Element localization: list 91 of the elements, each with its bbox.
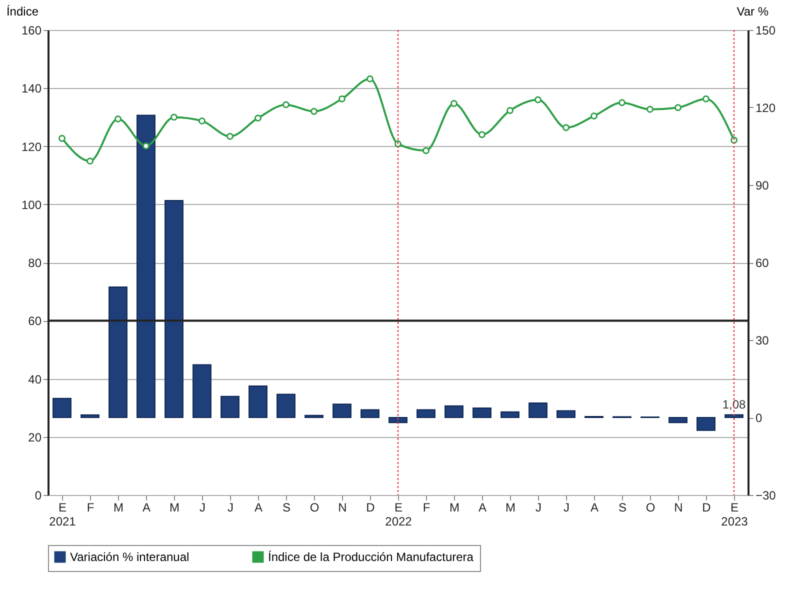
bar [472,407,492,418]
bar [724,414,744,418]
x-tick-label: M [170,500,180,514]
bar [696,417,716,431]
x-tick-label: J [228,500,234,514]
bar [444,405,464,418]
point [562,124,570,132]
x-tick-label: D [702,500,712,514]
x-tick-label: J [200,500,206,514]
bar [332,404,352,418]
point [142,142,150,150]
point [366,75,374,82]
point [702,95,710,102]
y2-tick-label: 150 [756,24,776,38]
bar [360,409,380,418]
y-tick-label: 0 [34,488,42,502]
x-tick-label: A [254,500,263,514]
y2-axis-title: Var % [736,4,769,18]
bar [52,398,72,418]
point [114,115,122,122]
y-tick-label: 20 [28,430,42,444]
x-tick-label: M [450,500,460,514]
bar [668,417,688,424]
x-tick-label: F [422,500,430,514]
point [282,101,290,108]
y-tick-label: 100 [21,198,42,212]
x-tick-label: A [142,500,151,514]
x-tick-label: E 2021 [49,500,76,528]
bar [500,411,520,418]
y-tick-label: 80 [28,256,42,270]
bar [220,396,240,418]
x-tick-label: N [338,500,347,514]
point [226,132,234,140]
bar [388,417,408,424]
point [422,147,430,154]
legend-label: Variación % interanual [70,550,190,564]
bar [108,286,128,418]
bar [528,402,548,418]
y2-tick-label: 30 [756,334,770,348]
point [674,104,682,112]
bar [276,394,296,418]
x-tick-label: S [282,500,291,514]
point [86,158,94,165]
y-tick-label: 40 [28,372,42,386]
bar [192,364,212,418]
x-tick-label: M [506,500,516,514]
x-tick-label: E 2022 [385,500,412,528]
bar [416,409,436,418]
bar [304,414,324,418]
point [310,108,318,115]
point [590,112,598,120]
point [534,96,542,104]
y-tick-label: 60 [28,314,42,328]
y-axis-title: Índice [6,4,39,18]
point [450,100,458,108]
bar [248,385,268,418]
x-tick-label: A [590,500,599,514]
x-tick-label: E 2023 [721,500,748,528]
y-tick-label: 160 [21,24,42,38]
bar [556,410,576,418]
y2-tick-label: −30 [756,488,776,502]
x-tick-label: J [536,500,542,514]
point [170,114,178,121]
x-tick-label: F [86,500,94,514]
x-tick-label: S [618,500,627,514]
y2-tick-label: 0 [756,411,762,425]
y2-tick-label: 90 [756,178,770,192]
x-tick-label: A [478,500,487,514]
point [618,99,626,106]
data-label: 1,08 [722,398,746,412]
bar [80,414,100,418]
bar [136,114,156,418]
x-tick-label: J [564,500,570,514]
point [646,106,654,113]
point [478,131,486,138]
point [254,114,262,122]
y2-tick-label: 120 [756,101,776,115]
y-tick-label: 140 [21,82,42,96]
y2-tick-label: 60 [756,256,770,270]
x-tick-label: N [674,500,683,514]
y-tick-label: 120 [21,140,42,154]
legend-label: Índice de la Producción Manufacturera [268,550,474,564]
point [506,107,514,114]
x-tick-label: O [310,500,320,514]
bar [164,200,184,418]
point [58,134,66,142]
x-tick-label: M [114,500,124,514]
point [198,117,206,124]
point [338,95,346,102]
x-tick-label: O [646,500,656,514]
x-tick-label: D [366,500,376,514]
